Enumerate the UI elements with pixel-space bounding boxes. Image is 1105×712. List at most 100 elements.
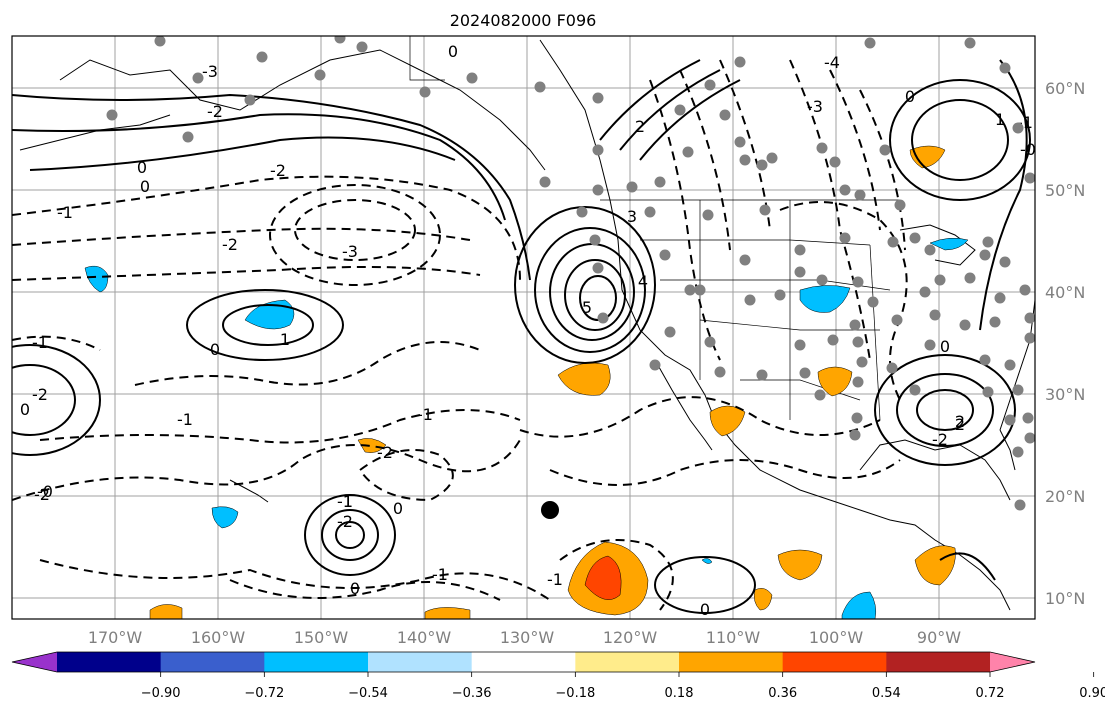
observation-dot	[589, 234, 601, 246]
observation-dot	[964, 37, 976, 49]
lat-label: 50°N	[1045, 181, 1085, 200]
observation-dot	[756, 369, 768, 381]
colorbar: −0.90 −0.72 −0.54 −0.36 −0.18 0.18 0.36 0.54 0.7…	[11, 651, 1105, 701]
contour-label: 0	[393, 499, 403, 518]
observation-dot	[864, 37, 876, 49]
contour-east-b	[896, 373, 994, 447]
observation-dot	[244, 94, 256, 106]
observation-dot	[682, 146, 694, 158]
colorbar-swatch	[160, 652, 265, 672]
contour-dash-5	[39, 409, 521, 444]
observation-dot	[887, 236, 899, 248]
contour-low-d	[564, 259, 626, 331]
contour-label: -2	[270, 161, 286, 180]
lon-label: 110°W	[706, 628, 761, 647]
observation-dot	[534, 81, 546, 93]
contour-low-a	[514, 206, 656, 364]
observation-dot	[592, 184, 604, 196]
contour-dash-10	[549, 459, 901, 486]
observation-dot	[909, 384, 921, 396]
lat-label: 40°N	[1045, 283, 1085, 302]
observation-dot	[979, 354, 991, 366]
longitude-labels: 170°W 160°W 150°W 140°W 130°W 120°W 110°W 100°W…	[88, 628, 961, 647]
shade-blue-west	[84, 265, 109, 293]
contour-solid-north2	[12, 113, 506, 221]
contour-label: -2	[207, 102, 223, 121]
observation-dot	[734, 136, 746, 148]
contour-west-b	[12, 364, 76, 436]
contour-dash-2	[12, 227, 471, 246]
contours-dashed	[12, 59, 908, 611]
observation-dot	[719, 109, 731, 121]
contour-label: -1	[57, 203, 73, 222]
contour-label: 0	[448, 42, 458, 61]
contour-dash-12	[789, 59, 906, 361]
map-background	[12, 36, 1035, 619]
observation-dot	[794, 339, 806, 351]
observation-dot	[756, 159, 768, 171]
observation-dot	[979, 249, 991, 261]
contour-dash-6	[12, 439, 521, 501]
contour-label: -1	[417, 405, 433, 424]
observation-dot	[1024, 332, 1035, 344]
observation-dot	[999, 256, 1011, 268]
contour-label: 0	[20, 400, 30, 419]
colorbar-tick-label: 0.90	[1079, 686, 1105, 701]
contour-label: 5	[582, 298, 592, 317]
observation-dot	[1012, 384, 1024, 396]
observation-dot	[356, 41, 368, 53]
contour-west-a	[12, 344, 101, 456]
contour-label: -2	[34, 485, 50, 504]
observation-dot	[664, 326, 676, 338]
contour-south-b	[321, 509, 379, 561]
contour-label: -2	[377, 443, 393, 462]
shade-blue-lakes	[929, 237, 969, 251]
contour-label: -1	[337, 492, 353, 511]
colorbar-tick-label: −0.18	[555, 686, 595, 701]
shade-blue-hawaii	[211, 506, 239, 529]
contour-label: -3	[807, 97, 823, 116]
contour-label: -2	[32, 385, 48, 404]
observation-dot	[1012, 446, 1024, 458]
observation-dot	[909, 232, 921, 244]
observation-dot	[739, 254, 751, 266]
shade-orange-pacific	[357, 438, 387, 453]
contour-label: 1	[280, 330, 290, 349]
observation-dot	[994, 292, 1006, 304]
observation-dot	[799, 367, 811, 379]
contour-label: 0	[210, 340, 220, 359]
contour-east-coast	[979, 59, 1028, 331]
observation-dot	[829, 156, 841, 168]
contour-label: -1	[177, 410, 193, 429]
observation-dot	[739, 154, 751, 166]
observation-dot	[576, 206, 588, 218]
lat-label: 60°N	[1045, 79, 1085, 98]
observation-dot	[839, 232, 851, 244]
observation-dot	[592, 92, 604, 104]
observation-dot	[849, 429, 861, 441]
contour-dash-pac-low	[269, 184, 441, 286]
coastline-gulf	[859, 439, 1011, 501]
observation-dot	[867, 296, 879, 308]
observation-dot	[879, 144, 891, 156]
contour-label: -2	[932, 430, 948, 449]
contour-solid-north3	[29, 136, 456, 171]
observation-dot	[929, 309, 941, 321]
observation-dot	[659, 249, 671, 261]
observation-dot	[774, 289, 786, 301]
colorbar-tick-label: 0.72	[976, 686, 1005, 701]
lon-label: 90°W	[917, 628, 961, 647]
colorbar-swatch	[782, 652, 887, 672]
contour-labels: -3-2-100-1-2-2 -3-101-2-1345-4-3-202-20-1…	[20, 42, 1035, 619]
observation-dot	[816, 142, 828, 154]
observation-dot	[314, 69, 326, 81]
lon-label: 150°W	[294, 628, 349, 647]
observation-dot	[1012, 122, 1024, 134]
contour-dash-9	[519, 396, 881, 438]
shade-orange-mexico	[777, 549, 823, 581]
contour-dash-14	[12, 335, 101, 351]
observation-dot	[794, 244, 806, 256]
observation-dot	[649, 359, 661, 371]
observation-dot	[674, 104, 686, 116]
observation-dot	[1024, 312, 1035, 324]
